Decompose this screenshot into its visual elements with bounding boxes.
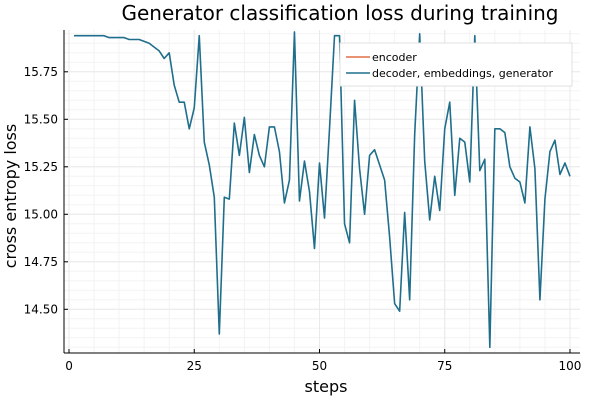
y-tick-label: 15.25 [24,160,58,174]
legend-box [339,42,573,87]
x-tick-label: 50 [312,359,327,373]
x-tick-label: 100 [559,359,582,373]
x-tick-label: 25 [187,359,202,373]
series-line-1 [74,31,571,349]
y-ticks: 14.50 14.75 15.00 15.25 15.50 15.75 [24,65,68,316]
chart-title: Generator classification loss during tra… [122,1,559,25]
legend-label-encoder: encoder [372,51,417,64]
y-axis-label: cross entropy loss [1,124,20,268]
legend-label-decoder: decoder, embeddings, generator [372,67,554,80]
y-tick-label: 15.00 [24,207,58,221]
y-tick-label: 14.75 [24,255,58,269]
x-axis-label: steps [305,377,348,396]
x-tick-label: 75 [437,359,452,373]
legend: encoder decoder, embeddings, generator [339,42,573,87]
y-tick-label: 15.75 [24,65,58,79]
series-lines [74,31,571,349]
x-tick-label: 0 [65,359,73,373]
y-tick-label: 15.50 [24,112,58,126]
x-ticks: 0 25 50 75 100 [65,349,581,373]
y-tick-label: 14.50 [24,302,58,316]
